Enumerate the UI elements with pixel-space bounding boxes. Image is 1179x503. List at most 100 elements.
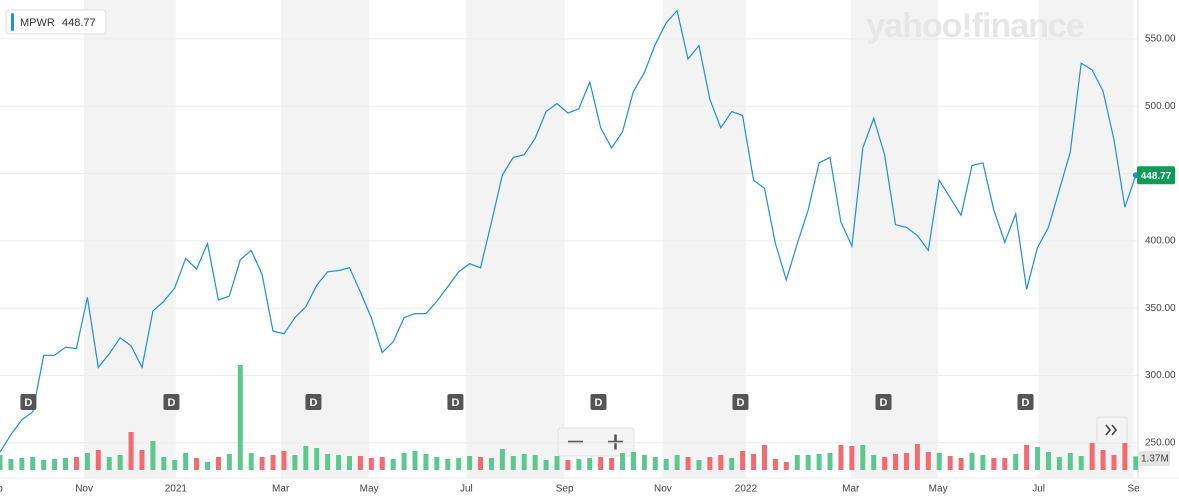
volume-bar — [325, 454, 331, 470]
volume-bar — [641, 455, 647, 470]
x-tick-label: Se — [1128, 484, 1141, 495]
volume-bar — [73, 457, 79, 470]
volume-bar — [106, 457, 112, 470]
y-tick-label: 300.00 — [1145, 370, 1176, 381]
volume-bar — [390, 459, 396, 470]
volume-bar — [379, 457, 385, 470]
y-tick-label: 550.00 — [1145, 34, 1176, 45]
volume-tag — [1138, 451, 1170, 466]
volume-bar — [761, 445, 767, 470]
volume-bar — [292, 455, 298, 470]
scroll-icon — [1105, 424, 1112, 436]
dividend-label: D — [167, 397, 175, 409]
volume-bar — [303, 446, 309, 470]
x-tick-label: Mar — [272, 484, 290, 495]
scroll-icon — [1111, 424, 1118, 436]
volume-bar — [412, 451, 418, 470]
x-tick-label: Nov — [75, 484, 93, 495]
dividend-label: D — [595, 397, 603, 409]
volume-bar — [947, 456, 953, 470]
volume-bar — [401, 453, 407, 470]
month-band — [84, 0, 176, 478]
x-tick-label: Jul — [1032, 484, 1045, 495]
zoom-controls — [557, 427, 635, 457]
volume-bar — [587, 458, 593, 470]
volume-bar — [259, 457, 265, 470]
volume-bar — [1035, 447, 1041, 470]
volume-bar — [161, 457, 167, 470]
volume-bar — [510, 456, 516, 470]
volume-bar — [838, 445, 844, 470]
dividend-marker — [732, 394, 749, 410]
volume-bar — [1045, 452, 1051, 470]
x-tick-label: 2022 — [735, 484, 758, 495]
volume-bar — [41, 460, 47, 470]
volume-bar — [172, 460, 178, 470]
volume-bar — [903, 453, 909, 470]
volume-bar — [1013, 454, 1019, 470]
volume-bar — [84, 453, 90, 470]
volume-bar — [434, 457, 440, 470]
volume-bar — [183, 453, 189, 470]
volume-bar — [696, 460, 702, 470]
volume-bar — [925, 452, 931, 470]
month-band — [280, 0, 370, 478]
volume-bar — [991, 458, 997, 470]
y-tick-label: 500.00 — [1145, 101, 1176, 112]
month-band — [1038, 0, 1134, 478]
volume-bar — [1067, 453, 1073, 470]
dividend-label: D — [24, 397, 32, 409]
volume-bar — [598, 457, 604, 470]
volume-bar — [685, 457, 691, 470]
x-tick-label: Nov — [654, 484, 672, 495]
volume-bar — [488, 458, 494, 470]
volume-bar — [630, 452, 636, 470]
volume-bar — [1056, 457, 1062, 470]
volume-bar — [19, 458, 25, 470]
month-bands — [84, 0, 1134, 478]
month-band — [850, 0, 939, 478]
volume-bar — [368, 458, 374, 470]
dividend-marker — [20, 394, 37, 410]
volume-bar — [543, 460, 549, 470]
volume-bar — [751, 454, 757, 470]
volume-bar — [882, 457, 888, 470]
y-tick-label: 400.00 — [1145, 235, 1176, 246]
volume-bar — [871, 455, 877, 470]
volume-bar — [1078, 456, 1084, 470]
volume-bar — [336, 455, 342, 470]
volume-bar — [914, 444, 920, 470]
volume-bar — [314, 448, 320, 470]
volume-bar — [1133, 456, 1139, 470]
volume-bar — [980, 455, 986, 470]
price-tag — [1137, 166, 1175, 185]
legend[interactable] — [5, 9, 107, 35]
volume-bar — [128, 432, 134, 470]
volume-bar — [576, 459, 582, 470]
volume-bar — [445, 459, 451, 470]
volume-bar — [346, 456, 352, 470]
volume-bar — [554, 456, 560, 470]
scroll-button[interactable] — [1096, 416, 1128, 444]
dividend-label: D — [451, 397, 459, 409]
volume-bar — [215, 457, 221, 470]
x-tick-label: Jul — [460, 484, 473, 495]
volume-bar — [237, 365, 243, 470]
volume-bar — [478, 457, 484, 470]
volume-bar — [816, 454, 822, 470]
volume-bar — [740, 451, 746, 470]
volume-bar — [827, 453, 833, 470]
volume-bar — [205, 462, 211, 470]
scroll-end[interactable] — [1096, 416, 1128, 444]
dividend-label: D — [880, 397, 888, 409]
volume-bar — [674, 455, 680, 470]
month-band — [662, 0, 746, 478]
dividend-marker — [305, 394, 322, 410]
volume-bar — [772, 459, 778, 470]
volume-bar — [620, 453, 626, 470]
volume-bar — [95, 450, 101, 470]
volume-bar — [0, 455, 3, 470]
volume-bar — [248, 453, 254, 470]
month-band — [466, 0, 565, 478]
